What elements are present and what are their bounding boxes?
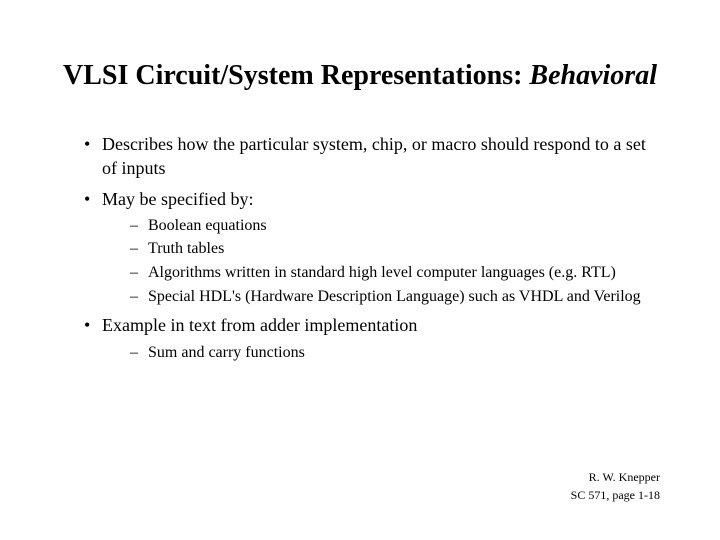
- slide-container: VLSI Circuit/System Representations: Beh…: [0, 0, 720, 540]
- bullet-text: Describes how the particular system, chi…: [102, 134, 646, 178]
- list-item: Truth tables: [130, 238, 660, 260]
- sub-bullet-text: Special HDL's (Hardware Description Lang…: [148, 288, 641, 305]
- slide-footer: R. W. Knepper SC 571, page 1-18: [571, 468, 660, 504]
- slide-title: VLSI Circuit/System Representations: Beh…: [60, 60, 660, 92]
- list-item: Special HDL's (Hardware Description Lang…: [130, 286, 660, 308]
- title-prefix: VLSI Circuit/System Representations:: [63, 60, 529, 91]
- sub-bullet-text: Truth tables: [148, 240, 224, 257]
- bullet-text: May be specified by:: [102, 189, 253, 209]
- sub-bullet-text: Algorithms written in standard high leve…: [148, 264, 616, 281]
- list-item: Describes how the particular system, chi…: [84, 132, 660, 181]
- sub-bullet-text: Boolean equations: [148, 217, 267, 234]
- sub-bullet-text: Sum and carry functions: [148, 344, 305, 361]
- list-item: Boolean equations: [130, 215, 660, 237]
- bullet-list-level1: Describes how the particular system, chi…: [60, 132, 660, 363]
- list-item: Sum and carry functions: [130, 342, 660, 364]
- title-suffix: Behavioral: [529, 60, 657, 91]
- footer-author: R. W. Knepper: [571, 468, 660, 486]
- bullet-text: Example in text from adder implementatio…: [102, 315, 417, 335]
- bullet-list-level2: Sum and carry functions: [102, 342, 660, 364]
- footer-course: SC 571, page 1-18: [571, 486, 660, 504]
- list-item: Algorithms written in standard high leve…: [130, 262, 660, 284]
- bullet-list-level2: Boolean equations Truth tables Algorithm…: [102, 215, 660, 307]
- bullet-block: Describes how the particular system, chi…: [60, 132, 660, 363]
- list-item: May be specified by: Boolean equations T…: [84, 187, 660, 308]
- list-item: Example in text from adder implementatio…: [84, 313, 660, 363]
